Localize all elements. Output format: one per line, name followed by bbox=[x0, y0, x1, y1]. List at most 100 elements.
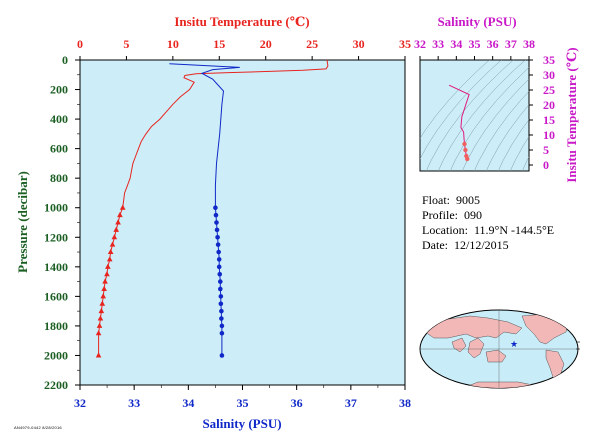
temperature-point bbox=[109, 241, 116, 247]
temperature-point bbox=[100, 293, 107, 299]
density-contour bbox=[425, 60, 514, 171]
salinity-point bbox=[217, 279, 223, 284]
ts-temperature-tick-label: 25 bbox=[543, 83, 555, 97]
salinity-axis: 32 33 34 35 36 37 38 bbox=[74, 385, 411, 410]
temperature-point bbox=[107, 248, 114, 255]
footer-code: AN4979-0442 8/28/2016 bbox=[14, 425, 62, 430]
salinity-point bbox=[218, 301, 224, 307]
temperature-tick-label: 10 bbox=[167, 37, 179, 51]
density-contour bbox=[521, 156, 529, 171]
pressure-tick-label: 1000 bbox=[44, 201, 68, 215]
pressure-axis-title: Pressure (decibar) bbox=[15, 171, 30, 273]
pressure-tick-label: 800 bbox=[50, 171, 68, 185]
salinity-point bbox=[219, 353, 225, 358]
ts-temperature-tick-label: 30 bbox=[543, 68, 555, 82]
temperature-tick-label: 0 bbox=[77, 37, 83, 51]
salinity-tick-label: 38 bbox=[399, 396, 411, 410]
location-info-line: Location: 11.9°N -144.5°E bbox=[422, 223, 554, 238]
temperature-profile-line bbox=[122, 59, 329, 208]
ts-salinity-tick-label: 33 bbox=[432, 37, 444, 51]
salinity-tick-label: 33 bbox=[128, 396, 140, 410]
ts-salinity-tick-label: 34 bbox=[450, 37, 462, 51]
temperature-point bbox=[99, 300, 106, 306]
pressure-tick-label: 0 bbox=[62, 53, 68, 67]
profile-info-line: Profile: 090 bbox=[422, 208, 482, 223]
density-contour bbox=[420, 60, 490, 139]
date-label: Date: bbox=[422, 238, 448, 252]
density-contour bbox=[497, 119, 529, 171]
ts-salinity-tick-label: 37 bbox=[505, 37, 517, 51]
temperature-tick-label: 20 bbox=[260, 37, 272, 51]
temperature-point bbox=[95, 352, 102, 358]
temperature-point bbox=[102, 278, 108, 284]
salinity-point bbox=[217, 271, 223, 277]
density-contour bbox=[509, 136, 529, 171]
map-right-ticks bbox=[576, 341, 580, 350]
temperature-point bbox=[113, 226, 120, 232]
salinity-point bbox=[213, 205, 218, 211]
ts-salinity-tick-label: 32 bbox=[414, 37, 426, 51]
density-contour bbox=[437, 60, 526, 171]
salinity-point bbox=[216, 257, 222, 262]
temperature-tick-label: 25 bbox=[306, 37, 318, 51]
salinity-point bbox=[219, 323, 225, 329]
pressure-axis: 0 200 400 600 800 1000 1200 1400 1600 1800 2000 220… bbox=[44, 53, 80, 392]
density-contours bbox=[420, 60, 529, 171]
density-contour bbox=[461, 78, 529, 171]
profile-series bbox=[95, 59, 329, 358]
density-contour bbox=[485, 104, 529, 171]
salinity-tick-label: 35 bbox=[237, 396, 249, 410]
salinity-point bbox=[213, 212, 219, 218]
temperature-point bbox=[98, 307, 105, 314]
temperature-point bbox=[119, 204, 126, 210]
salinity-point bbox=[217, 286, 223, 292]
pressure-tick-label: 1600 bbox=[44, 289, 68, 303]
temperature-point bbox=[111, 234, 118, 240]
salinity-axis-title: Salinity (PSU) bbox=[202, 416, 281, 431]
salinity-tick-label: 37 bbox=[345, 396, 357, 410]
salinity-point bbox=[216, 249, 221, 255]
salinity-tick-label: 36 bbox=[291, 396, 303, 410]
pressure-tick-label: 1200 bbox=[44, 230, 68, 244]
salinity-point bbox=[215, 234, 220, 240]
profile-value: 090 bbox=[464, 208, 482, 222]
ts-salinity-tick-label: 36 bbox=[487, 37, 499, 51]
ts-deep-point bbox=[465, 156, 470, 162]
pressure-tick-label: 400 bbox=[50, 112, 68, 126]
float-value: 9005 bbox=[456, 193, 481, 207]
temperature-tick-label: 30 bbox=[353, 37, 365, 51]
pressure-tick-label: 2200 bbox=[44, 378, 68, 392]
ts-temperature-tick-label: 10 bbox=[543, 128, 555, 142]
temperature-point bbox=[106, 256, 113, 262]
pressure-tick-label: 1400 bbox=[44, 260, 68, 274]
salinity-point bbox=[216, 264, 222, 270]
location-label: Location: bbox=[422, 223, 468, 237]
temperature-point bbox=[115, 219, 121, 225]
date-value: 12/12/2015 bbox=[454, 238, 509, 252]
salinity-point bbox=[219, 316, 224, 321]
salinity-tick-label: 34 bbox=[182, 396, 194, 410]
salinity-point bbox=[219, 330, 225, 336]
ts-temperature-tick-label: 15 bbox=[543, 113, 555, 127]
salinity-point bbox=[215, 242, 221, 247]
pressure-tick-label: 1800 bbox=[44, 319, 68, 333]
pressure-tick-label: 600 bbox=[50, 142, 68, 156]
salinity-point bbox=[214, 220, 219, 225]
ts-temperature-tick-label: 5 bbox=[543, 143, 549, 157]
temperature-tick-label: 15 bbox=[213, 37, 225, 51]
pressure-tick-label: 200 bbox=[50, 83, 68, 97]
float-label: Float: bbox=[422, 193, 451, 207]
location-value: 11.9°N -144.5°E bbox=[473, 223, 555, 237]
ts-curve bbox=[448, 84, 470, 160]
ts-series bbox=[448, 84, 470, 162]
density-contour bbox=[420, 60, 502, 160]
ts-temperature-tick-label: 35 bbox=[543, 53, 555, 67]
temperature-point bbox=[101, 285, 107, 291]
salinity-point bbox=[219, 308, 224, 314]
temperature-tick-label: 35 bbox=[399, 37, 411, 51]
temperature-tick-label: 5 bbox=[123, 37, 129, 51]
world-map: ★ bbox=[419, 309, 580, 389]
